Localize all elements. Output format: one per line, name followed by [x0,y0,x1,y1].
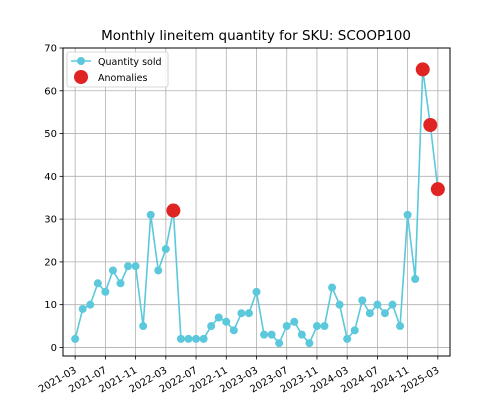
data-point [78,304,87,313]
data-point [116,279,125,288]
y-tick-label: 20 [44,257,57,268]
data-point [237,309,246,318]
anomaly-point [430,182,445,197]
y-tick-label: 70 [44,44,57,55]
data-point [343,334,352,343]
data-point [192,334,201,343]
chart-title: Monthly lineitem quantity for SKU: SCOOP… [101,28,411,44]
data-point [358,296,367,305]
data-point [365,309,374,318]
data-point [86,300,95,309]
data-point [282,322,291,331]
data-point [101,287,110,296]
legend-marker-anomalies [74,70,88,84]
data-point [244,309,253,318]
data-point [252,287,261,296]
data-point [214,313,223,322]
data-point [222,317,231,326]
data-point [335,300,344,309]
anomaly-point [415,62,430,77]
y-tick-label: 0 [51,343,57,354]
data-point [312,322,321,331]
data-point [396,322,405,331]
legend-label-anomalies: Anomalies [98,73,148,84]
data-point [124,262,133,271]
data-point [380,309,389,318]
data-point [154,266,163,275]
data-point [260,330,269,339]
anomaly-point [423,118,438,132]
data-point [388,300,397,309]
data-point [275,339,284,348]
y-tick-label: 50 [44,129,57,140]
anomaly-layer [166,62,445,218]
data-point [93,279,102,288]
legend-marker-quantity-sold [77,57,85,65]
data-point [411,275,420,283]
data-point [320,322,329,331]
data-point [207,322,216,331]
y-tick-label: 10 [44,300,57,311]
y-tick-label: 30 [44,215,57,226]
data-point [373,300,382,309]
legend-box [66,51,169,88]
data-point [328,283,337,292]
data-point [71,334,80,343]
legend-label-quantity-sold: Quantity sold [98,57,162,68]
data-point [139,322,148,331]
data-point [297,330,306,339]
data-point [161,245,170,254]
data-point [350,326,359,335]
data-point [267,330,276,339]
anomaly-point [166,203,181,218]
data-point [305,339,314,348]
data-point [290,317,299,326]
data-point [131,262,140,271]
y-tick-label: 40 [44,172,57,183]
data-point [184,334,193,343]
data-point [229,326,238,335]
data-point [108,266,117,275]
data-point [176,334,185,343]
y-tick-label: 60 [44,86,57,97]
data-point [403,210,412,219]
data-point [146,210,155,219]
legend: Quantity sold Anomalies [66,51,169,88]
data-point [199,334,208,343]
